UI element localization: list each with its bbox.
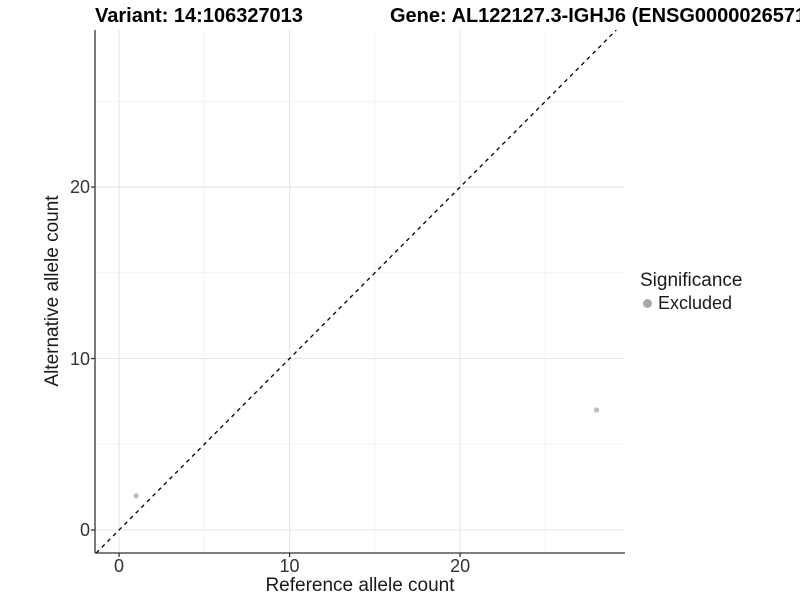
- x-tick-label: 10: [279, 556, 300, 576]
- legend: Significance Excluded: [640, 270, 742, 314]
- y-tick-label: 20: [69, 177, 90, 198]
- x-tick-label: 20: [450, 556, 471, 576]
- legend-item-excluded: Excluded: [640, 293, 742, 314]
- y-tick-label: 10: [69, 348, 90, 369]
- y-tick-label: 0: [79, 520, 90, 541]
- identity-line: [95, 30, 617, 553]
- legend-title: Significance: [640, 270, 743, 291]
- plot-title-gene: Gene: AL122127.3-IGHJ6 (ENSG0000026571: [390, 5, 800, 27]
- x-tick-label: 0: [114, 556, 125, 576]
- plot-title-variant: Variant: 14:106327013: [95, 5, 303, 27]
- data-point: [593, 407, 600, 413]
- x-axis-title: Reference allele count: [265, 575, 455, 596]
- legend-key-dot-icon: [643, 299, 652, 308]
- data-point: [133, 493, 139, 499]
- legend-item-label: Excluded: [658, 293, 733, 313]
